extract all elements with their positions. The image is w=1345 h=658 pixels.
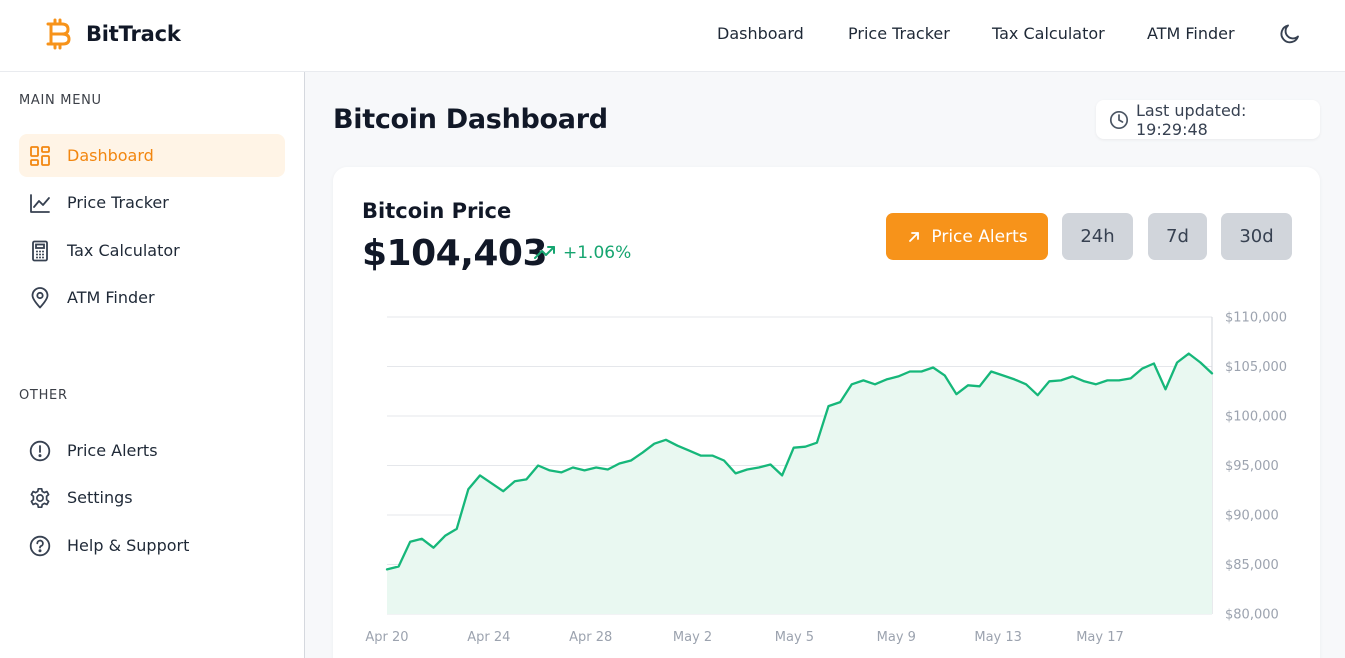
price-alerts-button[interactable]: Price Alerts [886, 213, 1048, 260]
sidebar-item-label: Settings [67, 488, 133, 507]
y-tick-label: $90,000 [1225, 509, 1279, 524]
range-30d-button[interactable]: 30d [1221, 213, 1292, 260]
moon-icon[interactable] [1278, 22, 1302, 46]
price-change: +1.06% [533, 243, 631, 263]
price-chart[interactable]: $110,000 $105,000 $100,000 $95,000 $90,000 $8… [333, 167, 1320, 658]
other-heading: OTHER [19, 388, 68, 403]
line-chart-icon [30, 193, 50, 213]
sidebar-item-label: Help & Support [67, 536, 190, 555]
x-tick-label: May 17 [1076, 630, 1124, 645]
sidebar-item-label: Price Tracker [67, 193, 169, 212]
brand-name: BitTrack [86, 22, 181, 46]
last-updated-badge: Last updated: 19:29:48 [1096, 100, 1320, 139]
y-tick-label: $100,000 [1225, 410, 1287, 425]
y-tick-label: $80,000 [1225, 608, 1279, 623]
x-tick-label: May 9 [877, 630, 916, 645]
card-title: Bitcoin Price [362, 199, 512, 223]
y-tick-label: $105,000 [1225, 360, 1287, 375]
clock-icon [1109, 110, 1129, 129]
sidebar-item-label: Tax Calculator [67, 241, 180, 260]
grid-icon [30, 145, 50, 166]
main-content: Bitcoin Dashboard Last updated: 19:29:48… [305, 72, 1345, 658]
range-7d-button[interactable]: 7d [1148, 213, 1207, 260]
brand-logo[interactable]: BitTrack [42, 15, 181, 53]
range-24h-button[interactable]: 24h [1062, 213, 1133, 260]
trending-up-icon [534, 246, 555, 259]
x-tick-label: May 2 [673, 630, 712, 645]
price-line [385, 352, 1214, 571]
sidebar-item-settings[interactable]: Settings [19, 476, 285, 519]
x-tick-label: Apr 24 [467, 630, 510, 645]
calculator-icon [32, 240, 48, 261]
sidebar-item-atm-finder[interactable]: ATM Finder [19, 276, 285, 319]
topnav-atm-finder[interactable]: ATM Finder [1147, 24, 1235, 43]
x-tick-label: May 13 [974, 630, 1022, 645]
topnav-dashboard[interactable]: Dashboard [717, 24, 804, 43]
sidebar-item-price-alerts[interactable]: Price Alerts [19, 429, 285, 472]
y-tick-label: $110,000 [1225, 311, 1287, 326]
price-card: Bitcoin Price $104,403 +1.06% Price Aler… [333, 167, 1320, 658]
x-tick-label: Apr 20 [365, 630, 408, 645]
current-price: $104,403 [362, 233, 548, 274]
sidebar-item-dashboard[interactable]: Dashboard [19, 134, 285, 177]
last-updated-text: Last updated: 19:29:48 [1136, 100, 1247, 139]
sidebar-item-help-support[interactable]: Help & Support [19, 524, 285, 567]
top-bar: BitTrack Dashboard Price Tracker Tax Cal… [0, 0, 1345, 72]
sidebar: MAIN MENU Dashboard Price Tracker Tax Ca… [0, 72, 305, 658]
sidebar-item-price-tracker[interactable]: Price Tracker [19, 181, 285, 224]
page-title: Bitcoin Dashboard [333, 104, 608, 135]
sidebar-item-label: Dashboard [67, 146, 154, 165]
price-area-fill [387, 353, 1212, 614]
topnav-tax-calculator[interactable]: Tax Calculator [992, 24, 1105, 43]
y-tick-label: $85,000 [1225, 558, 1279, 573]
sidebar-item-tax-calculator[interactable]: Tax Calculator [19, 229, 285, 272]
arrow-up-right-icon [909, 231, 920, 242]
main-menu-heading: MAIN MENU [19, 93, 102, 108]
alert-circle-icon [29, 440, 51, 461]
map-pin-icon [31, 286, 49, 308]
price-change-value: +1.06% [563, 243, 632, 263]
sidebar-item-label: ATM Finder [67, 288, 155, 307]
bitcoin-icon [46, 18, 71, 50]
y-tick-label: $95,000 [1225, 459, 1279, 474]
gear-icon [30, 487, 50, 508]
price-alerts-label: Price Alerts [931, 226, 1028, 247]
x-tick-label: Apr 28 [569, 630, 612, 645]
sidebar-item-label: Price Alerts [67, 441, 158, 460]
x-tick-label: May 5 [775, 630, 814, 645]
help-circle-icon [29, 535, 51, 556]
topnav-price-tracker[interactable]: Price Tracker [848, 24, 950, 43]
